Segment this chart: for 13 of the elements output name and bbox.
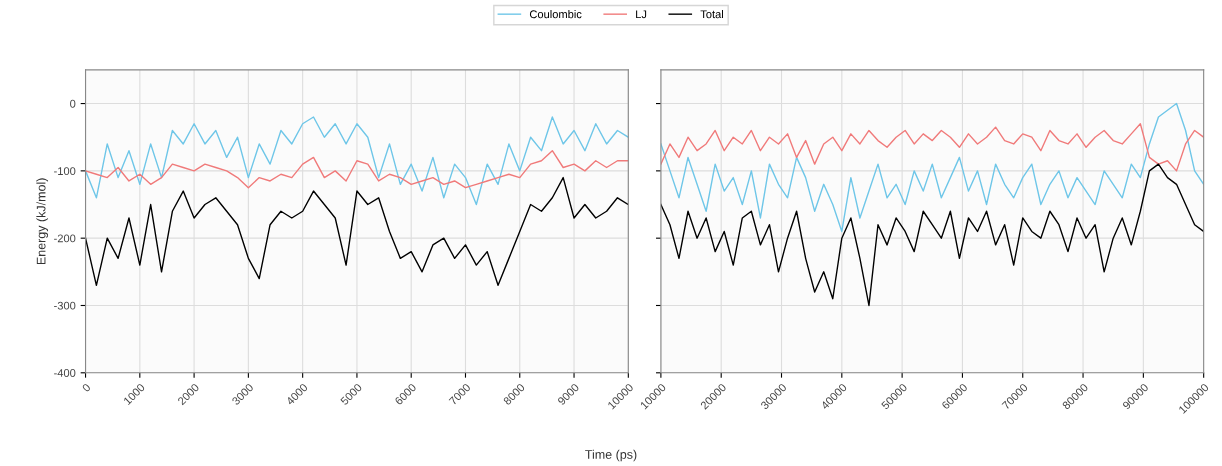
legend-label: Total — [700, 10, 723, 19]
y-tick-label: -200 — [54, 234, 76, 243]
line-series — [85, 149, 629, 189]
y-tick-label: -400 — [54, 369, 76, 377]
x-tick-label: 0 — [81, 383, 91, 393]
y-axis-title: Energy (kJ/mol) — [36, 178, 49, 265]
legend-label: LJ — [636, 10, 647, 19]
legend-label: Coulombic — [529, 10, 582, 19]
y-tick-label: -100 — [54, 167, 76, 175]
line-series — [85, 116, 629, 206]
y-tick-label: -300 — [54, 301, 76, 310]
y-tick-label: 0 — [70, 99, 76, 108]
x-axis-title: Time (ps) — [585, 449, 637, 462]
